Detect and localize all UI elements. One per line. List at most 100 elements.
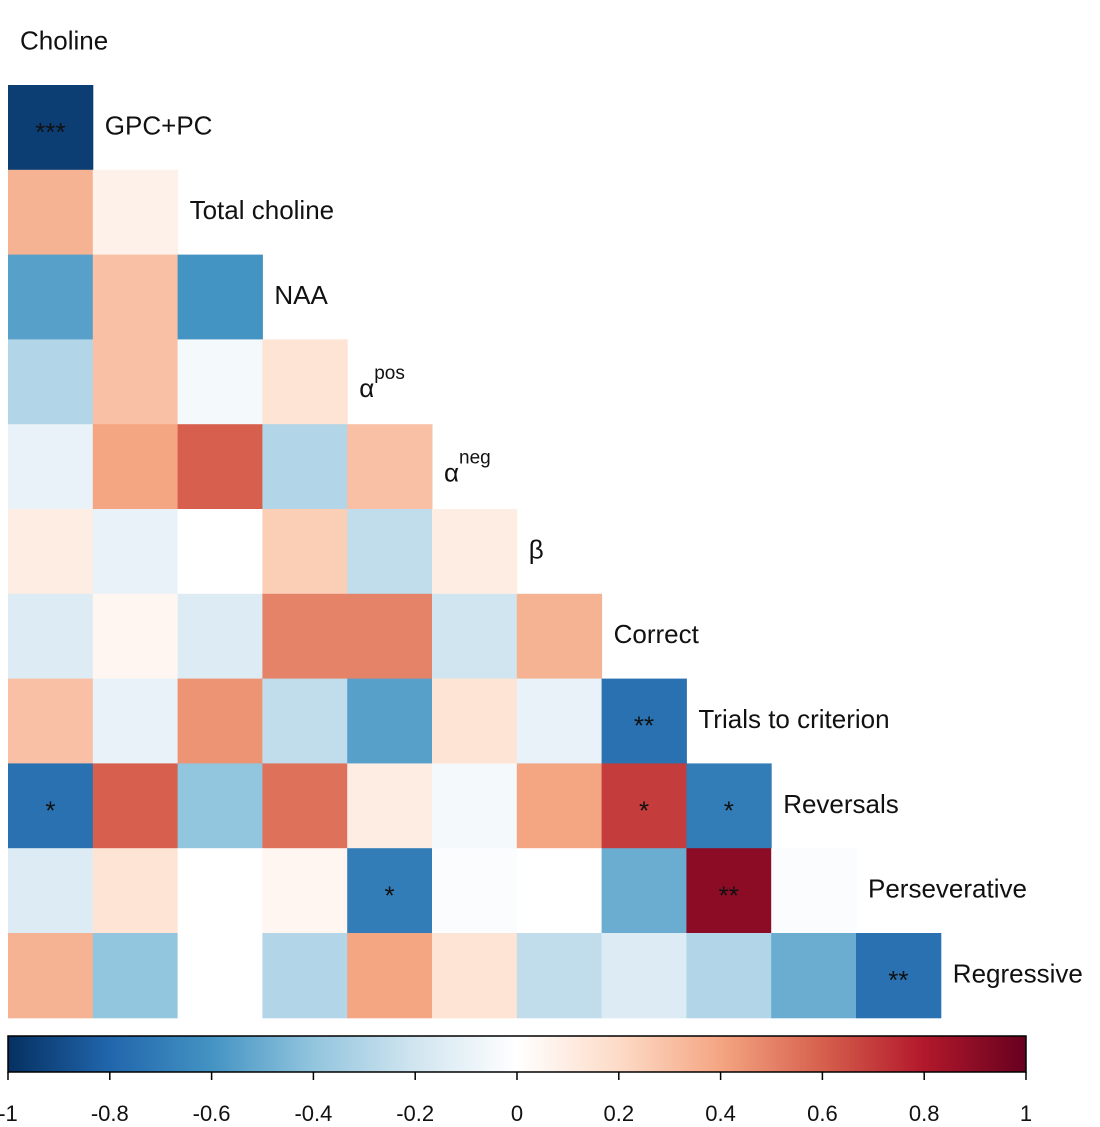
heatmap-cell (686, 933, 772, 1019)
heatmap-cell (262, 848, 348, 934)
variable-label: NAA (274, 280, 328, 310)
colorbar-tick-label: 0.2 (604, 1101, 635, 1126)
heatmap-cell (8, 933, 94, 1019)
heatmap-cell (92, 254, 179, 340)
significance-stars: ** (719, 880, 739, 910)
variable-label-base: Correct (614, 619, 700, 649)
variable-label-base: α (444, 457, 459, 487)
heatmap-cell (516, 678, 603, 764)
heatmap-cell (262, 339, 348, 425)
heatmap-cell (516, 763, 603, 849)
colorbar-tick-label: 0.8 (909, 1101, 940, 1126)
variable-label: Trials to criterion (698, 704, 889, 734)
heatmap-cell (92, 169, 179, 256)
heatmap-cell (8, 593, 94, 680)
significance-stars: * (724, 795, 734, 825)
colorbar-tick-label: 0.6 (807, 1101, 838, 1126)
heatmap-cell (262, 933, 348, 1019)
heatmap-cell (347, 933, 433, 1019)
heatmap-cell (92, 848, 179, 934)
heatmap-cell (601, 763, 687, 849)
heatmap-cell (8, 169, 94, 256)
variable-label: Reversals (783, 789, 899, 819)
significance-stars: ** (634, 711, 654, 741)
variable-label-base: α (359, 373, 374, 403)
variable-label-base: NAA (274, 280, 328, 310)
variable-label-base: Trials to criterion (698, 704, 889, 734)
heatmap-cell (262, 678, 348, 764)
heatmap-cell (8, 254, 94, 340)
heatmap-cell (771, 848, 857, 934)
variable-label: αneg (444, 448, 491, 488)
heatmap-cell (8, 424, 94, 510)
heatmap-cell (8, 509, 94, 595)
colorbar-tick-label: -1 (0, 1101, 18, 1126)
colorbar-tick-label: -0.2 (396, 1101, 434, 1126)
significance-stars: * (639, 795, 649, 825)
heatmap-cell (92, 763, 179, 849)
heatmap-cell (92, 933, 179, 1019)
variable-label-base: Reversals (783, 789, 899, 819)
heatmap-cell (601, 933, 687, 1019)
heatmap-cell (516, 933, 603, 1019)
significance-stars: * (45, 795, 55, 825)
variable-label-base: Total choline (190, 195, 335, 225)
heatmap-cell (432, 678, 518, 764)
heatmap-cell (177, 678, 263, 764)
heatmap-cell (177, 254, 263, 340)
variable-label: αpos (359, 363, 405, 403)
heatmap-cell (177, 933, 263, 1019)
heatmap-cell (601, 678, 687, 764)
heatmap-cell (177, 763, 263, 849)
heatmap-cell (8, 85, 94, 171)
heatmap-cell (347, 593, 433, 680)
significance-stars: ** (888, 965, 908, 995)
heatmap-cell (686, 763, 772, 849)
colorbar-tick-label: -0.4 (294, 1101, 332, 1126)
heatmap-cell (516, 593, 603, 680)
variable-label: β (529, 534, 544, 564)
colorbar-tick-label: 1 (1020, 1101, 1032, 1126)
variable-label-base: β (529, 534, 544, 564)
heatmap-cell (516, 848, 603, 934)
significance-stars: *** (35, 117, 65, 147)
heatmap-cell (686, 848, 772, 934)
variable-label-base: Perseverative (868, 873, 1027, 903)
heatmap-cell (347, 424, 433, 510)
heatmap-cell (92, 678, 179, 764)
heatmap-cell (856, 933, 942, 1019)
colorbar (7, 1035, 1027, 1073)
heatmap-cell (177, 424, 263, 510)
heatmap-cell (8, 678, 94, 764)
heatmap-cell (771, 933, 857, 1019)
heatmap-cell (601, 848, 687, 934)
heatmap-cell (8, 339, 94, 425)
heatmap-cell (347, 848, 433, 934)
heatmap-cell (92, 509, 179, 595)
heatmap-cell (432, 509, 518, 595)
heatmap-cell (177, 509, 263, 595)
heatmap-cell (262, 509, 348, 595)
heatmap-cell (432, 593, 518, 680)
heatmap-cell (262, 763, 348, 849)
heatmap-cell (347, 678, 433, 764)
variable-label-sup: neg (459, 448, 491, 469)
variable-label: Correct (614, 619, 700, 649)
colorbar-tick-label: -0.8 (91, 1101, 129, 1126)
variable-label-base: Regressive (953, 958, 1083, 988)
heatmap-cell (92, 339, 179, 425)
variable-label-base: Choline (20, 25, 108, 55)
heatmap-cell (262, 593, 348, 680)
colorbar-tick-label: 0.4 (705, 1101, 736, 1126)
variable-label-base: GPC+PC (105, 110, 213, 140)
heatmap-cell (262, 424, 348, 510)
variable-label-sup: pos (374, 363, 405, 384)
heatmap-cell (347, 763, 433, 849)
colorbar-tick-label: -0.6 (193, 1101, 231, 1126)
colorbar-tick-label: 0 (511, 1101, 523, 1126)
heatmap-cell (8, 848, 94, 934)
heatmap-cell (8, 763, 94, 849)
heatmap-cell (92, 424, 179, 510)
